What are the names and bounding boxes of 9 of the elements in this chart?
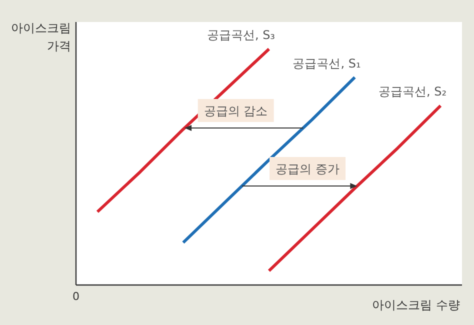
- arrow-annotation: 공급의 증가: [241, 157, 358, 189]
- annotation: 공급의 증가: [276, 162, 340, 176]
- series-label: 공급곡선, S₃: [206, 28, 276, 42]
- y-axis-title: 아이스크림 가격: [11, 21, 71, 53]
- text: 0: [72, 290, 80, 303]
- annotation: 공급의 감소: [204, 104, 268, 118]
- x-axis-title: 아이스크림 수량: [372, 298, 460, 312]
- series-label: 공급곡선, S₁: [292, 56, 361, 70]
- series-label: 공급곡선, S₂: [378, 84, 447, 99]
